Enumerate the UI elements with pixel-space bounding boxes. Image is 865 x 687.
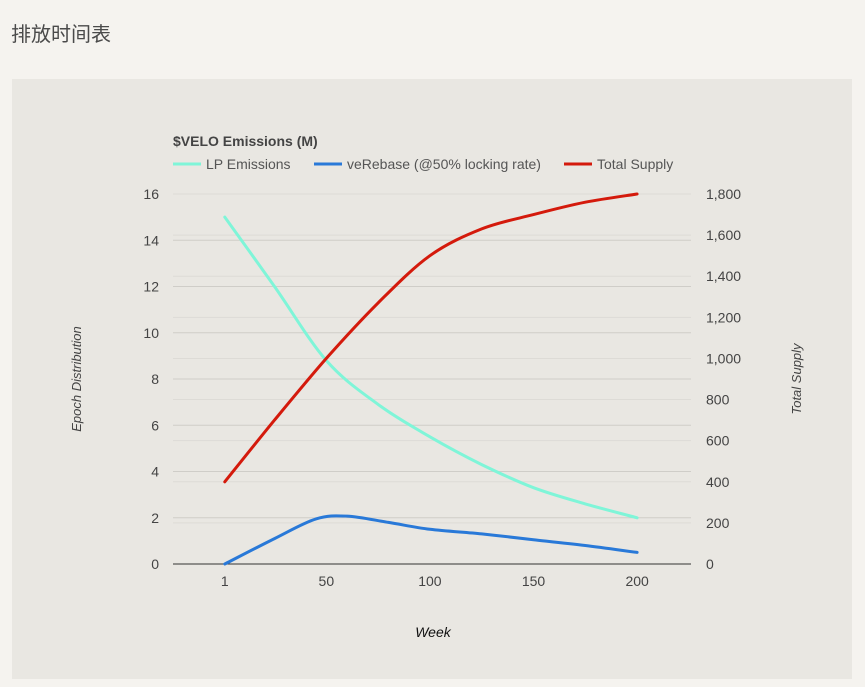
- x-tick-label: 50: [319, 573, 335, 589]
- y-left-tick-label: 6: [151, 417, 159, 433]
- x-tick-label: 200: [625, 573, 649, 589]
- emissions-chart: 0 2 4 6 8 10 12 14 16 0 200 400 600 800 1,000 1,200 1,40…: [69, 133, 804, 640]
- y-right-tick-label: 200: [706, 515, 730, 531]
- chart-panel: 0 2 4 6 8 10 12 14 16 0 200 400 600 800 1,000 1,200 1,40…: [12, 79, 852, 679]
- y-left-tick-label: 10: [143, 325, 159, 341]
- y-left-tick-label: 8: [151, 371, 159, 387]
- y-right-tick-label: 0: [706, 556, 714, 572]
- y-right-tick-label: 1,800: [706, 186, 741, 202]
- y-left-tick-label: 16: [143, 186, 159, 202]
- x-tick-label: 1: [221, 573, 229, 589]
- legend: LP Emissions veRebase (@50% locking rate…: [173, 156, 673, 172]
- y-axis-left-title: Epoch Distribution: [69, 326, 84, 432]
- y-right-tick-label: 400: [706, 474, 730, 490]
- y-left-tick-label: 12: [143, 279, 159, 295]
- y-left-tick-label: 2: [151, 510, 159, 526]
- y-right-tick-label: 800: [706, 392, 730, 408]
- tick-labels: 0 2 4 6 8 10 12 14 16 0 200 400 600 800 1,000 1,200 1,40…: [143, 186, 741, 589]
- y-axis-right-title: Total Supply: [789, 342, 804, 415]
- y-left-tick-label: 0: [151, 556, 159, 572]
- x-tick-label: 150: [522, 573, 546, 589]
- series-line-verebase: [223, 514, 639, 566]
- series-line-total-supply: [223, 192, 639, 484]
- x-tick-label: 100: [418, 573, 442, 589]
- x-axis-title: Week: [415, 624, 452, 640]
- y-left-tick-label: 14: [143, 232, 159, 248]
- y-right-tick-label: 1,200: [706, 309, 741, 325]
- series-line-lp-emissions: [223, 215, 639, 520]
- grid-lines: [173, 193, 691, 524]
- legend-label-total-supply: Total Supply: [597, 156, 673, 172]
- y-right-tick-label: 1,400: [706, 268, 741, 284]
- y-right-tick-label: 600: [706, 433, 730, 449]
- y-right-tick-label: 1,000: [706, 350, 741, 366]
- legend-label-lp-emissions: LP Emissions: [206, 156, 291, 172]
- legend-label-verebase: veRebase (@50% locking rate): [347, 156, 541, 172]
- page-title: 排放时间表: [11, 22, 111, 46]
- series-lines: [223, 192, 639, 566]
- y-right-tick-label: 1,600: [706, 227, 741, 243]
- chart-title: $VELO Emissions (M): [173, 133, 318, 149]
- y-left-tick-label: 4: [151, 464, 159, 480]
